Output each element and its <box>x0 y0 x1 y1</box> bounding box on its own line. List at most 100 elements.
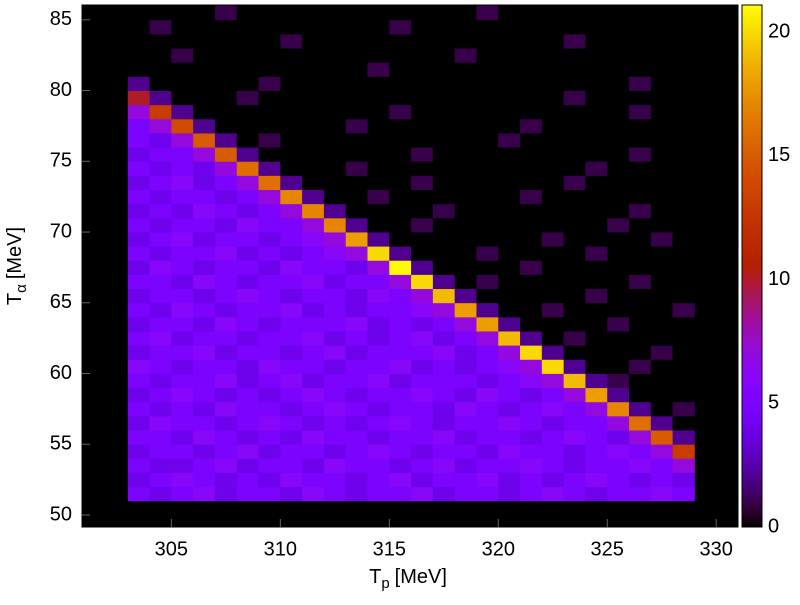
heatmap-cell <box>345 486 368 502</box>
heatmap-cell <box>149 76 172 91</box>
heatmap-cell <box>432 316 456 332</box>
heatmap-cell <box>280 302 303 318</box>
heatmap-cell <box>585 118 608 134</box>
heatmap-cell <box>236 373 259 389</box>
heatmap-cell <box>389 217 412 233</box>
heatmap-cell <box>149 373 172 389</box>
heatmap-cell <box>258 373 281 389</box>
heatmap-cell <box>127 401 150 417</box>
heatmap-cell <box>214 189 238 205</box>
heatmap-cell <box>432 147 456 162</box>
heatmap-cell <box>672 415 695 431</box>
y-axis-label: Tα [MeV] <box>4 227 30 305</box>
heatmap-cell <box>367 387 390 403</box>
heatmap-cell <box>585 401 608 417</box>
heatmap-cell <box>541 486 565 502</box>
heatmap-cell <box>302 34 325 49</box>
heatmap-cell <box>280 331 303 346</box>
heatmap-cell <box>127 76 150 91</box>
heatmap-cell <box>541 458 565 473</box>
heatmap-cell <box>454 203 477 219</box>
heatmap-cell <box>236 316 259 332</box>
heatmap-cell <box>432 203 456 219</box>
heatmap-cell <box>127 161 150 176</box>
heatmap-cell <box>171 76 194 91</box>
heatmap-cell <box>520 444 543 459</box>
heatmap-cell <box>541 147 565 162</box>
heatmap-cell <box>345 175 368 191</box>
heatmap-cell <box>367 458 390 473</box>
heatmap-cell <box>367 359 390 374</box>
heatmap-cell <box>258 62 281 77</box>
heatmap-cell <box>367 76 390 91</box>
heatmap-cell <box>280 472 303 488</box>
heatmap-cell <box>258 246 281 261</box>
heatmap-cell <box>302 19 325 35</box>
heatmap-cell <box>214 147 238 162</box>
heatmap-cell <box>541 76 565 91</box>
heatmap-cell <box>520 246 543 261</box>
heatmap-cell <box>607 104 630 120</box>
heatmap-cell <box>454 48 477 63</box>
heatmap-cell <box>454 260 477 275</box>
heatmap-cell <box>563 373 586 389</box>
heatmap-cell <box>520 62 543 77</box>
heatmap-cell <box>585 19 608 35</box>
heatmap-cell <box>650 76 674 91</box>
heatmap-cell <box>520 189 543 205</box>
heatmap-cell <box>650 373 674 389</box>
heatmap-cell <box>432 62 456 77</box>
heatmap-cell <box>498 288 521 304</box>
heatmap-cell <box>541 161 565 176</box>
heatmap-cell <box>345 260 368 275</box>
heatmap-cell <box>236 118 259 134</box>
heatmap-cell <box>672 76 695 91</box>
heatmap-cell <box>672 430 695 445</box>
heatmap-cell <box>193 458 216 473</box>
heatmap-cell <box>323 133 347 148</box>
heatmap-cell <box>367 288 390 304</box>
heatmap-cell <box>280 486 303 502</box>
heatmap-cell <box>541 415 565 431</box>
y-tick-label: 85 <box>50 8 72 30</box>
heatmap-cell <box>411 430 434 445</box>
heatmap-cell <box>367 232 390 247</box>
heatmap-cell <box>498 203 521 219</box>
heatmap-cell <box>629 90 652 106</box>
heatmap-cell <box>389 415 412 431</box>
heatmap-cell <box>280 161 303 176</box>
heatmap-cell <box>476 90 499 106</box>
heatmap-cell <box>258 118 281 134</box>
heatmap-cell <box>236 104 259 120</box>
heatmap-cell <box>302 288 325 304</box>
heatmap-cell <box>411 415 434 431</box>
heatmap-cell <box>629 5 652 21</box>
heatmap-cell <box>411 359 434 374</box>
heatmap-cell <box>432 274 456 290</box>
heatmap-cell <box>323 345 347 360</box>
heatmap-cell <box>236 331 259 346</box>
heatmap-cell <box>258 359 281 374</box>
heatmap-cell <box>411 232 434 247</box>
heatmap-cell <box>149 34 172 49</box>
colorbar-tick-label: 0 <box>768 515 779 537</box>
heatmap-cell <box>171 302 194 318</box>
heatmap-cell <box>607 203 630 219</box>
heatmap-cell <box>323 161 347 176</box>
heatmap-cell <box>149 118 172 134</box>
heatmap-cell <box>520 401 543 417</box>
heatmap-cell <box>629 486 652 502</box>
heatmap-cell <box>389 76 412 91</box>
heatmap-cell <box>258 76 281 91</box>
heatmap-cell <box>672 104 695 120</box>
heatmap-cell <box>650 133 674 148</box>
heatmap-cell <box>193 472 216 488</box>
heatmap-cell <box>607 430 630 445</box>
heatmap-cell <box>541 189 565 205</box>
heatmap-cell <box>389 444 412 459</box>
heatmap-cell <box>323 401 347 417</box>
heatmap-cell <box>236 415 259 431</box>
heatmap-cell <box>193 401 216 417</box>
y-tick-label: 65 <box>50 291 72 313</box>
heatmap-cell <box>520 415 543 431</box>
